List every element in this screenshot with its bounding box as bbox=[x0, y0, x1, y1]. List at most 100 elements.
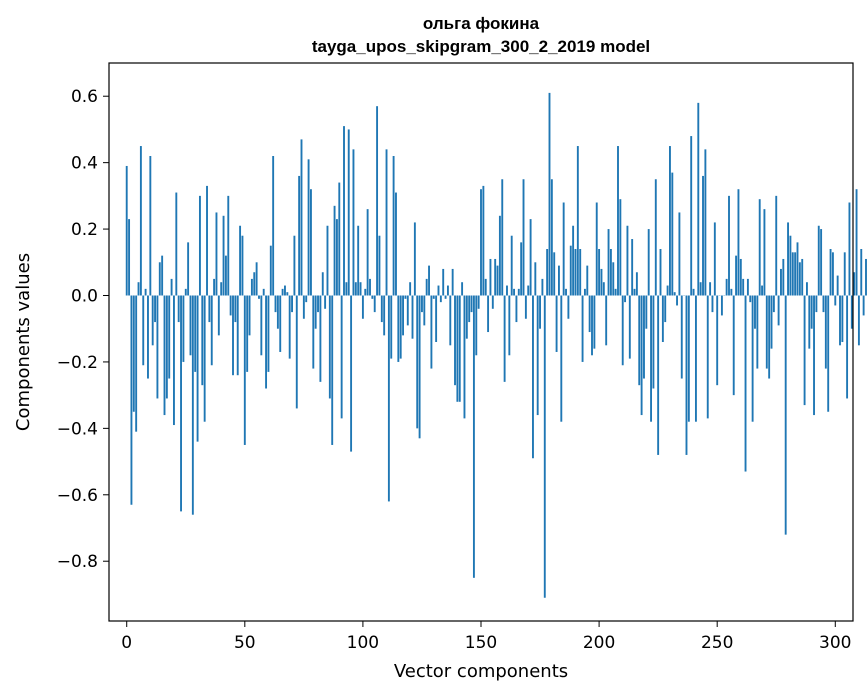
bar bbox=[853, 272, 856, 296]
chart-title: ольга фокина bbox=[423, 14, 540, 33]
bar bbox=[376, 106, 379, 296]
bar bbox=[260, 295, 263, 356]
bar bbox=[187, 242, 190, 296]
bar bbox=[862, 295, 865, 316]
bar bbox=[241, 235, 244, 296]
bar bbox=[369, 278, 371, 296]
bar bbox=[482, 185, 485, 296]
bar bbox=[177, 295, 180, 323]
bar bbox=[680, 295, 683, 379]
bar bbox=[444, 295, 447, 299]
bar bbox=[791, 252, 794, 296]
bar bbox=[317, 295, 319, 313]
bar bbox=[480, 189, 482, 296]
y-tick-label: 0.6 bbox=[71, 87, 98, 107]
bar bbox=[269, 245, 272, 296]
bar bbox=[180, 295, 182, 512]
bar bbox=[409, 282, 412, 296]
bar bbox=[517, 288, 520, 296]
bar bbox=[491, 295, 494, 309]
bar bbox=[572, 225, 575, 296]
bar bbox=[678, 212, 681, 296]
bar bbox=[772, 295, 775, 313]
bar bbox=[565, 288, 567, 296]
bar bbox=[751, 295, 754, 422]
bar bbox=[222, 215, 225, 296]
bar bbox=[728, 195, 730, 296]
bar bbox=[258, 295, 260, 299]
bar bbox=[246, 295, 249, 372]
bar bbox=[340, 295, 343, 419]
bar bbox=[432, 295, 435, 299]
bar bbox=[560, 295, 563, 422]
bar bbox=[203, 295, 206, 422]
bar bbox=[806, 282, 808, 296]
bar bbox=[664, 295, 667, 323]
bar bbox=[487, 295, 490, 333]
bar bbox=[834, 295, 837, 306]
bar bbox=[472, 295, 475, 578]
bar bbox=[796, 242, 799, 296]
bar bbox=[702, 175, 704, 296]
bar bbox=[607, 229, 610, 296]
bar bbox=[423, 295, 426, 326]
bar bbox=[243, 295, 246, 445]
bar bbox=[602, 282, 605, 296]
bar bbox=[541, 278, 544, 296]
bar bbox=[380, 295, 383, 323]
bar bbox=[506, 285, 508, 296]
bar bbox=[593, 295, 596, 349]
bar bbox=[347, 129, 350, 296]
bar bbox=[787, 222, 789, 296]
bar bbox=[843, 252, 846, 296]
bar bbox=[600, 268, 603, 296]
plot-frame bbox=[108, 62, 854, 622]
bar bbox=[659, 249, 662, 296]
bar bbox=[640, 295, 643, 416]
bar bbox=[142, 295, 145, 366]
bar bbox=[829, 249, 832, 296]
bar bbox=[699, 282, 702, 296]
bar bbox=[591, 295, 593, 356]
bar bbox=[324, 295, 327, 309]
bar bbox=[520, 242, 523, 296]
bar bbox=[628, 295, 631, 359]
bar bbox=[761, 285, 764, 296]
bar bbox=[402, 295, 404, 336]
bar bbox=[196, 295, 199, 442]
bar bbox=[359, 282, 362, 296]
bar bbox=[532, 295, 534, 459]
bar bbox=[364, 288, 367, 296]
bar bbox=[669, 146, 671, 296]
x-tick-label: 150 bbox=[465, 633, 497, 653]
bar bbox=[732, 295, 735, 396]
bar bbox=[536, 295, 539, 416]
bar bbox=[182, 295, 185, 362]
bar bbox=[510, 235, 513, 296]
bar bbox=[529, 219, 532, 296]
bar bbox=[713, 222, 716, 296]
bar bbox=[163, 295, 166, 416]
bar bbox=[633, 288, 636, 296]
bar bbox=[496, 265, 499, 296]
bar bbox=[147, 295, 149, 379]
x-tick-label: 100 bbox=[347, 633, 379, 653]
bar bbox=[626, 225, 629, 296]
bar bbox=[784, 295, 787, 535]
bar bbox=[458, 295, 461, 402]
bar bbox=[239, 225, 242, 296]
bar bbox=[326, 225, 329, 296]
bar bbox=[418, 295, 421, 439]
bar bbox=[527, 285, 530, 296]
bar bbox=[598, 249, 601, 296]
bar bbox=[217, 295, 220, 336]
bar bbox=[425, 278, 428, 296]
bar bbox=[300, 139, 303, 296]
bar bbox=[619, 199, 622, 296]
bar bbox=[130, 295, 133, 505]
bar bbox=[307, 159, 310, 296]
bar bbox=[312, 295, 315, 369]
bar bbox=[156, 295, 159, 399]
bar bbox=[581, 295, 584, 362]
bar bbox=[411, 295, 414, 339]
